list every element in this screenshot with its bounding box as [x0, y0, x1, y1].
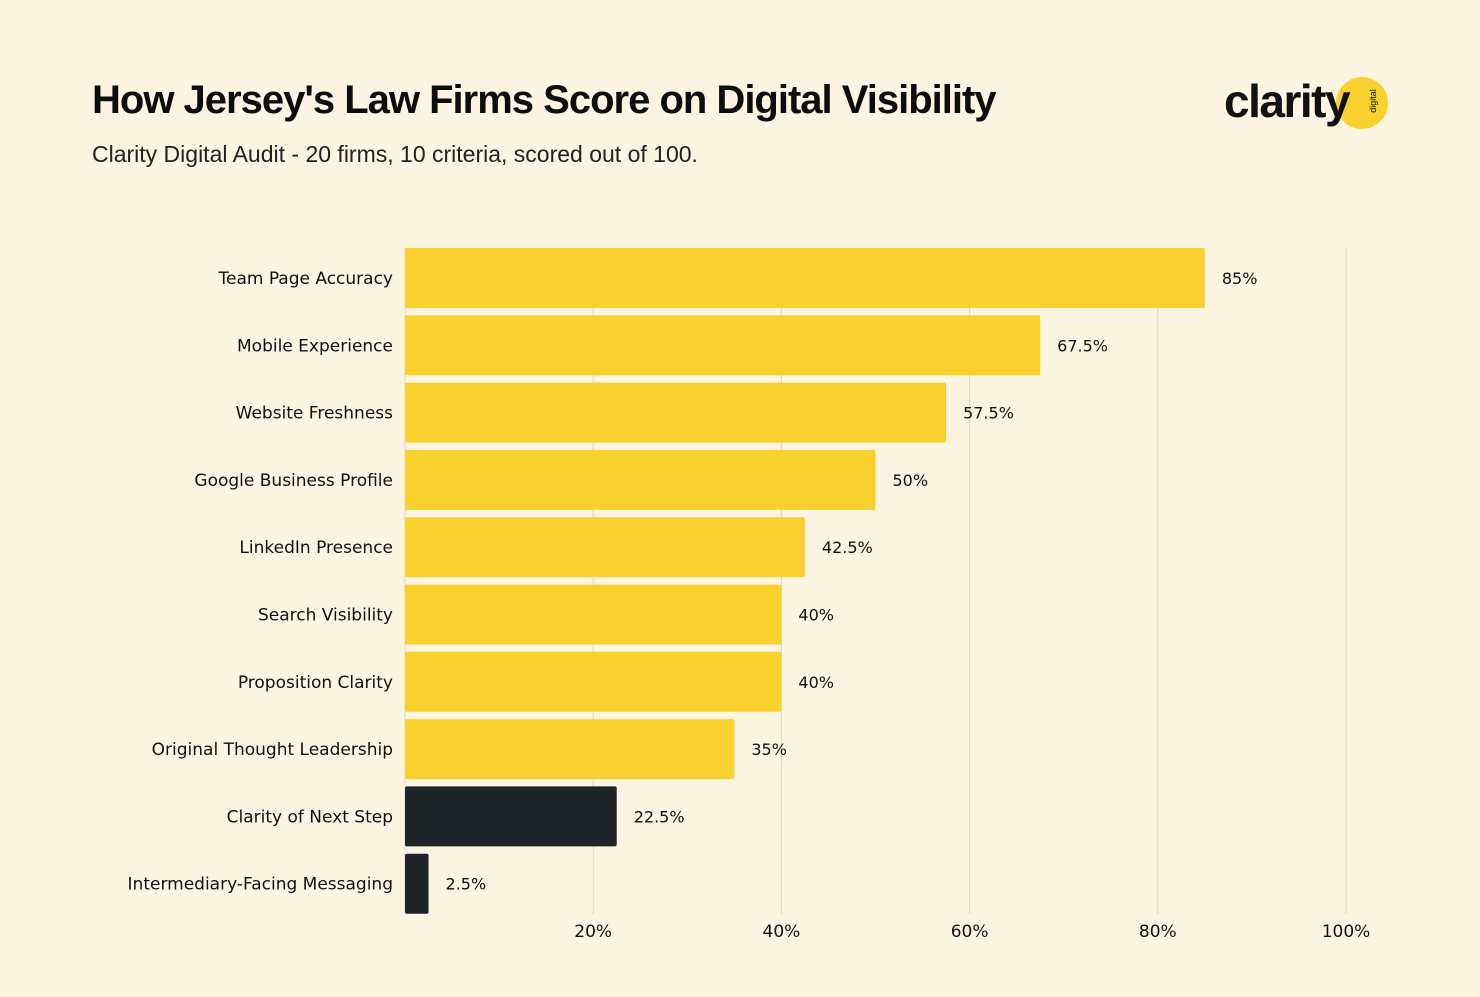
value-label: 85%	[1222, 269, 1258, 288]
bar	[405, 449, 876, 510]
category-label: Google Business Profile	[194, 471, 393, 491]
x-tick-label: 100%	[1322, 922, 1371, 942]
category-label: Search Visibility	[258, 606, 393, 626]
bar	[405, 315, 1041, 376]
value-label: 22.5%	[634, 807, 685, 826]
logo-wordmark: clarity	[1224, 75, 1351, 127]
value-label: 67.5%	[1057, 336, 1108, 355]
category-label: LinkedIn Presence	[239, 538, 393, 558]
category-label: Mobile Experience	[237, 336, 393, 356]
value-label: 40%	[798, 673, 834, 692]
x-tick-label: 20%	[574, 922, 612, 942]
bar	[405, 517, 805, 578]
bar	[405, 584, 782, 645]
bar	[405, 382, 947, 443]
value-label: 2.5%	[446, 875, 487, 894]
value-label: 57.5%	[963, 404, 1014, 423]
bar	[405, 786, 617, 847]
category-label: Original Thought Leadership	[152, 740, 393, 760]
value-label: 50%	[893, 471, 929, 490]
x-tick-label: 40%	[763, 922, 801, 942]
value-label: 40%	[798, 606, 834, 625]
value-label: 35%	[751, 740, 787, 759]
bar	[405, 651, 782, 712]
category-label: Intermediary-Facing Messaging	[128, 875, 393, 895]
category-label: Team Page Accuracy	[217, 269, 393, 289]
x-tick-label: 60%	[951, 922, 989, 942]
bar	[405, 719, 735, 780]
chart-subtitle: Clarity Digital Audit - 20 firms, 10 cri…	[92, 141, 698, 167]
clarity-logo: clarity digital	[1222, 72, 1397, 136]
category-label: Clarity of Next Step	[227, 807, 393, 827]
x-tick-label: 80%	[1139, 922, 1177, 942]
bar	[405, 248, 1205, 308]
bar	[405, 853, 429, 914]
category-label: Website Freshness	[236, 404, 394, 424]
logo-circle	[1336, 77, 1388, 129]
category-label: Proposition Clarity	[238, 673, 393, 693]
chart-title: How Jersey's Law Firms Score on Digital …	[92, 78, 997, 122]
value-label: 42.5%	[822, 538, 873, 557]
